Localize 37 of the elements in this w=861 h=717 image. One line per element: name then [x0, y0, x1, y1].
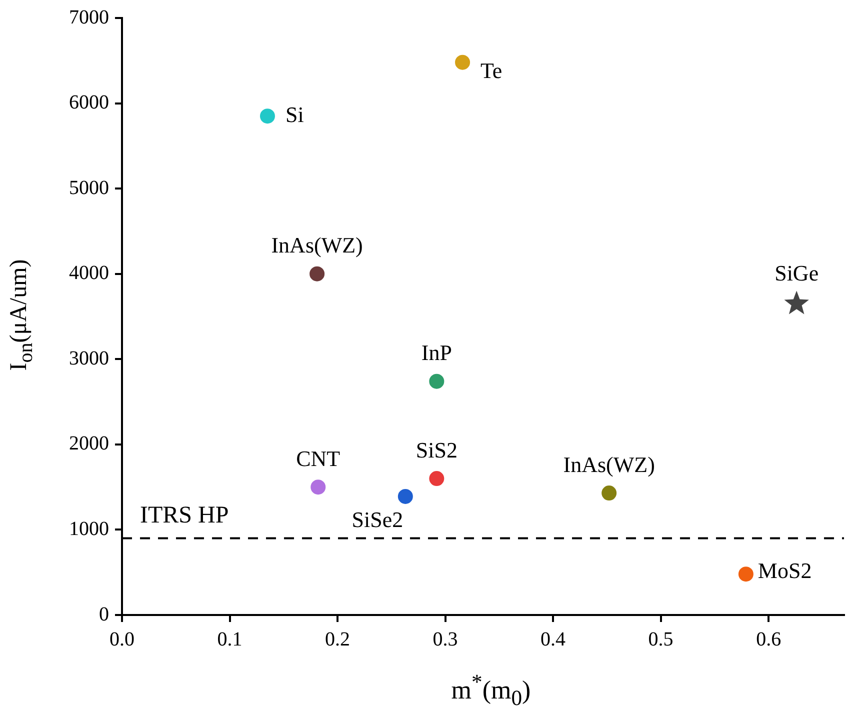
x-axis-title: m$^{*}$(m$_{0}$) [450, 670, 532, 711]
point [429, 471, 444, 486]
point [429, 374, 444, 389]
series-label: InAs(WZ) [271, 232, 363, 258]
series-label: SiS2 [416, 437, 458, 462]
series-label: Si [285, 102, 304, 127]
y-tick-label: 0 [99, 603, 109, 626]
x-tick-label: 0.6 [756, 628, 782, 650]
y-tick-label: 1000 [69, 518, 109, 540]
series-label: InAs(WZ) [563, 452, 655, 477]
series-label: MoS2 [758, 558, 812, 583]
x-tick-label: 0.5 [648, 628, 674, 650]
x-tick-label: 0.3 [432, 628, 458, 650]
y-tick-label: 5000 [69, 176, 109, 199]
y-tick-label: 6000 [69, 92, 109, 114]
y-tick-label: 7000 [69, 6, 109, 28]
series-label: SiGe [774, 260, 819, 286]
point [738, 566, 754, 582]
x-tick-label: 0.4 [540, 628, 566, 650]
point [784, 290, 809, 314]
series-label: Te [480, 58, 502, 84]
y-tick-label: 4000 [69, 262, 109, 284]
y-tick-label: 2000 [69, 432, 109, 455]
point [455, 54, 470, 70]
point [260, 108, 275, 124]
x-tick-label: 0.1 [217, 628, 242, 650]
x-tick-label: 0.2 [325, 628, 350, 650]
point [310, 266, 325, 282]
point [602, 486, 617, 501]
ref-line-label: ITRS HP [140, 502, 229, 529]
series-label: InP [421, 340, 452, 366]
point [398, 488, 413, 504]
series-label: CNT [296, 446, 341, 471]
series-label: SiSe2 [352, 507, 404, 532]
point [310, 480, 326, 495]
y-tick-label: 3000 [69, 347, 109, 370]
x-tick-label: 0.0 [110, 628, 134, 650]
